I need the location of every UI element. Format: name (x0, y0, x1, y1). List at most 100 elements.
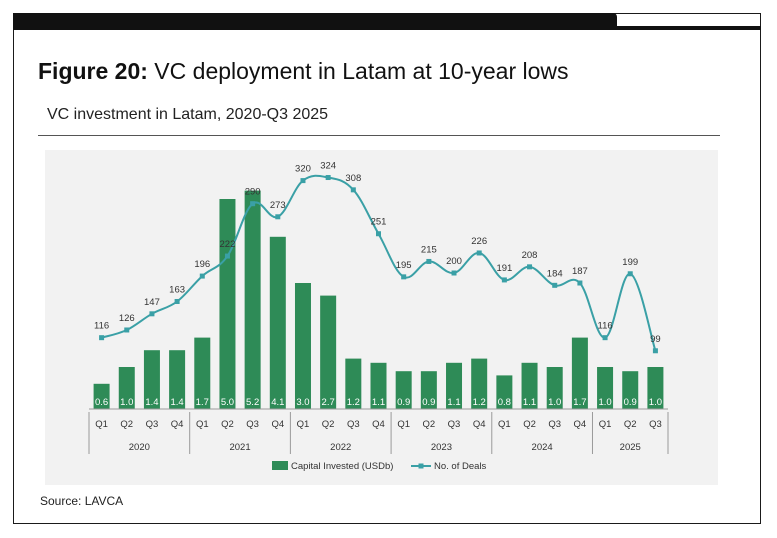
deals-marker-17 (501, 277, 507, 283)
figure-label: Figure 20: (38, 58, 148, 84)
deals-value-label: 187 (572, 266, 588, 277)
plot-background (45, 150, 718, 485)
quarter-tick-label: Q1 (397, 419, 410, 430)
bar-capital-11 (345, 358, 362, 409)
deals-marker-7 (250, 201, 256, 207)
bar-capital-14 (420, 371, 437, 409)
quarter-tick-label: Q3 (448, 419, 461, 430)
deals-value-label: 215 (421, 244, 437, 255)
quarter-tick-label: Q1 (196, 419, 209, 430)
top-bar (13, 13, 617, 30)
deals-value-label: 163 (169, 284, 185, 295)
bar-capital-6 (219, 199, 236, 409)
bar-capital-20 (571, 337, 588, 409)
bar-value-label: 1.7 (573, 397, 586, 408)
deals-marker-2 (124, 327, 130, 333)
year-tick-label: 2021 (229, 442, 250, 453)
figure-title: Figure 20: VC deployment in Latam at 10-… (38, 58, 569, 85)
deals-value-label: 147 (144, 297, 160, 308)
deals-marker-15 (451, 270, 457, 276)
quarter-tick-label: Q2 (523, 419, 536, 430)
bar-value-label: 1.1 (447, 397, 460, 408)
bar-value-label: 1.7 (196, 397, 209, 408)
deals-marker-12 (376, 231, 381, 237)
bar-capital-3 (143, 350, 160, 409)
deals-value-label: 116 (94, 321, 109, 332)
deals-marker-1 (99, 335, 105, 341)
quarter-tick-label: Q3 (649, 419, 662, 430)
deals-marker-21 (602, 335, 608, 341)
bar-value-label: 1.4 (145, 397, 158, 408)
bar-value-label: 0.9 (422, 397, 435, 408)
year-tick-label: 2020 (129, 442, 150, 453)
bar-value-label: 0.9 (397, 397, 410, 408)
deals-value-label: 290 (245, 187, 261, 198)
year-tick-label: 2025 (620, 442, 641, 453)
figure-text: VC deployment in Latam at 10-year lows (147, 58, 569, 84)
deals-marker-16 (476, 250, 482, 256)
deals-marker-18 (527, 264, 533, 270)
deals-value-label: 184 (547, 268, 563, 279)
deals-line (101, 174, 657, 352)
bar-value-label: 5.2 (246, 397, 259, 408)
legend-line-marker (418, 463, 424, 469)
deals-value-label: 99 (650, 334, 661, 345)
quarter-tick-label: Q1 (498, 419, 511, 430)
deals-marker-9 (300, 178, 306, 184)
year-tick-label: 2023 (431, 442, 452, 453)
divider-rule (38, 135, 720, 136)
deals-value-label: 320 (295, 164, 311, 175)
deals-value-label: 308 (345, 173, 361, 184)
bar-capital-19 (546, 367, 563, 409)
bar-capital-16 (471, 358, 488, 409)
quarter-tick-label: Q2 (221, 419, 234, 430)
year-tick-label: 2024 (532, 442, 553, 453)
bar-value-label: 1.0 (548, 397, 561, 408)
source-note: Source: LAVCA (40, 494, 124, 508)
bar-value-label: 1.4 (170, 397, 183, 408)
deals-marker-5 (199, 273, 205, 279)
bar-value-label: 1.2 (347, 397, 360, 408)
bar-value-label: 1.0 (598, 397, 611, 408)
deals-marker-13 (401, 274, 407, 280)
bar-capital-10 (320, 295, 337, 409)
deals-value-label: 196 (194, 259, 210, 270)
bar-value-label: 1.0 (120, 397, 133, 408)
bar-capital-2 (118, 367, 135, 409)
deals-value-label: 251 (371, 217, 387, 228)
deals-marker-14 (426, 258, 432, 264)
deals-value-label: 200 (446, 256, 462, 267)
bar-value-label: 0.8 (498, 397, 511, 408)
quarter-tick-label: Q2 (120, 419, 133, 430)
quarter-tick-label: Q3 (146, 419, 159, 430)
deals-value-label: 208 (522, 250, 538, 261)
quarter-tick-label: Q3 (548, 419, 561, 430)
deals-marker-3 (149, 311, 155, 317)
quarter-tick-label: Q4 (271, 419, 284, 430)
bar-value-label: 0.6 (95, 397, 108, 408)
deals-value-label: 199 (622, 257, 638, 268)
deals-value-label: 324 (320, 161, 336, 172)
deals-marker-8 (275, 214, 281, 220)
quarter-tick-label: Q2 (322, 419, 335, 430)
bar-capital-1 (93, 383, 110, 409)
quarter-tick-label: Q3 (347, 419, 360, 430)
deals-value-label: 222 (220, 239, 236, 250)
quarter-tick-label: Q1 (95, 419, 108, 430)
bar-value-label: 1.2 (473, 397, 486, 408)
quarter-tick-label: Q4 (473, 419, 486, 430)
bar-capital-5 (194, 337, 211, 409)
deals-marker-19 (552, 282, 558, 288)
bar-value-label: 4.1 (271, 397, 284, 408)
bar-value-label: 3.0 (296, 397, 309, 408)
quarter-tick-label: Q4 (171, 419, 184, 430)
bar-capital-8 (269, 236, 286, 409)
bar-capital-22 (622, 371, 639, 409)
bar-capital-18 (521, 362, 538, 409)
quarter-tick-label: Q1 (297, 419, 310, 430)
bar-capital-12 (370, 362, 387, 409)
bar-value-label: 1.1 (372, 397, 385, 408)
bar-value-label: 0.9 (624, 397, 637, 408)
bar-capital-7 (244, 190, 261, 409)
